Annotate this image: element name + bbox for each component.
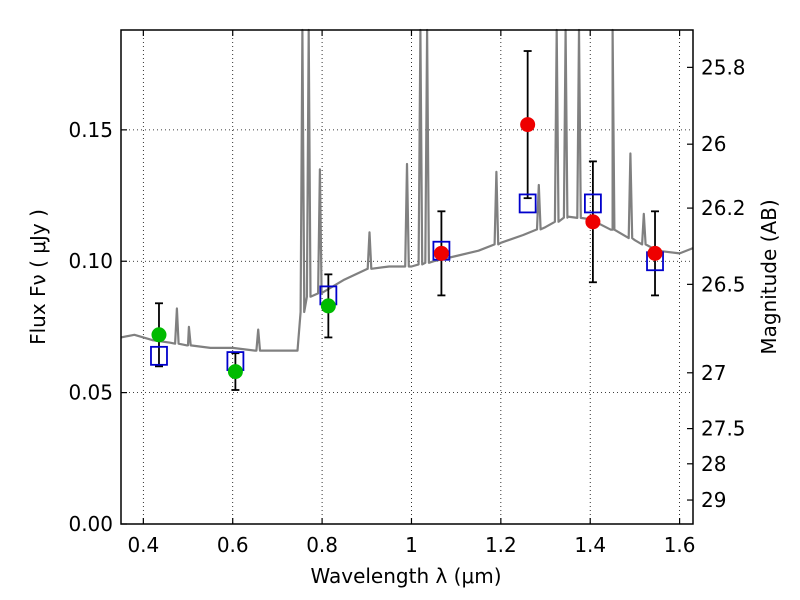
x-tick-label: 1 xyxy=(405,533,418,557)
x-tick-label: 0.8 xyxy=(306,533,338,557)
x-tick-label: 1.6 xyxy=(664,533,696,557)
x-tick-label: 0.6 xyxy=(217,533,249,557)
y-tick-label: 0.00 xyxy=(68,512,113,536)
observed-point xyxy=(151,327,167,343)
magnitude-tick-label: 28 xyxy=(701,452,726,476)
model-photometry-square xyxy=(584,193,602,214)
y-tick-label: 0.15 xyxy=(68,118,113,142)
magnitude-tick-label: 29 xyxy=(701,488,726,512)
observed-point xyxy=(227,364,243,380)
magnitude-tick-label: 26 xyxy=(701,132,726,156)
observed-photometry xyxy=(151,117,663,380)
model-photometry xyxy=(150,193,664,371)
observed-point xyxy=(433,245,449,261)
magnitude-tick-label: 25.8 xyxy=(701,55,746,79)
x-tick-label: 1.4 xyxy=(574,533,606,557)
y-tick-label: 0.05 xyxy=(68,381,113,405)
magnitude-ticks: 25.8 26 26.2 26.5 27 27.5 28 29 xyxy=(687,55,746,512)
model-photometry-square xyxy=(518,193,537,214)
y-ticks: 0.00 0.05 0.10 0.15 xyxy=(68,118,127,536)
magnitude-tick-label: 27 xyxy=(701,361,726,385)
y-tick-label: 0.10 xyxy=(68,249,113,273)
y-axis-label: Flux Fν ( μJy ) xyxy=(26,209,50,345)
right-axis-label: Magnitude (AB) xyxy=(757,199,781,354)
x-axis-label: Wavelength λ (μm) xyxy=(310,564,501,588)
x-tick-label: 1.2 xyxy=(485,533,517,557)
magnitude-tick-label: 26.2 xyxy=(701,196,746,220)
x-ticks: 0.4 0.6 0.8 1 1.2 1.4 1.6 xyxy=(127,30,696,557)
magnitude-tick-label: 26.5 xyxy=(701,272,746,296)
model-photometry-square xyxy=(150,345,168,366)
observed-point xyxy=(647,245,663,261)
observed-point xyxy=(585,214,601,230)
observed-point xyxy=(520,117,536,133)
magnitude-tick-label: 27.5 xyxy=(701,417,746,441)
x-tick-label: 0.4 xyxy=(127,533,159,557)
plot-frame xyxy=(120,29,694,525)
observed-point xyxy=(320,298,336,314)
